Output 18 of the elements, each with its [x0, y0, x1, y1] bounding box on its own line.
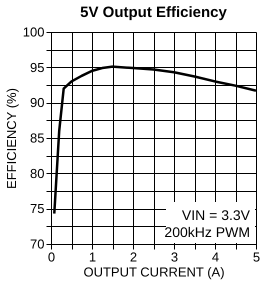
x-tick-label: 0	[48, 250, 56, 264]
x-tick-label: 1	[88, 250, 96, 264]
y-tick-label: 100	[22, 24, 44, 40]
x-tick-label: 2	[130, 250, 138, 264]
y-tick-label: 85	[30, 130, 44, 146]
y-tick-label: 70	[30, 236, 44, 252]
x-tick-label: 4	[212, 250, 220, 264]
annotation: VIN = 3.3V	[182, 207, 251, 223]
x-axis-title: OUTPUT CURRENT (A)	[83, 264, 225, 280]
annotation: 200kHz PWM	[164, 224, 250, 240]
y-tick-label: 75	[30, 201, 44, 216]
x-tick-label: 5	[252, 250, 260, 264]
y-tick-label: 90	[30, 95, 44, 110]
y-tick-label: 95	[30, 60, 44, 75]
x-tick-label: 3	[170, 250, 178, 264]
chart-title: 5V Output Efficiency	[80, 4, 228, 21]
y-tick-label: 80	[30, 166, 44, 181]
y-axis-title: EFFICIENCY (%)	[4, 88, 19, 189]
